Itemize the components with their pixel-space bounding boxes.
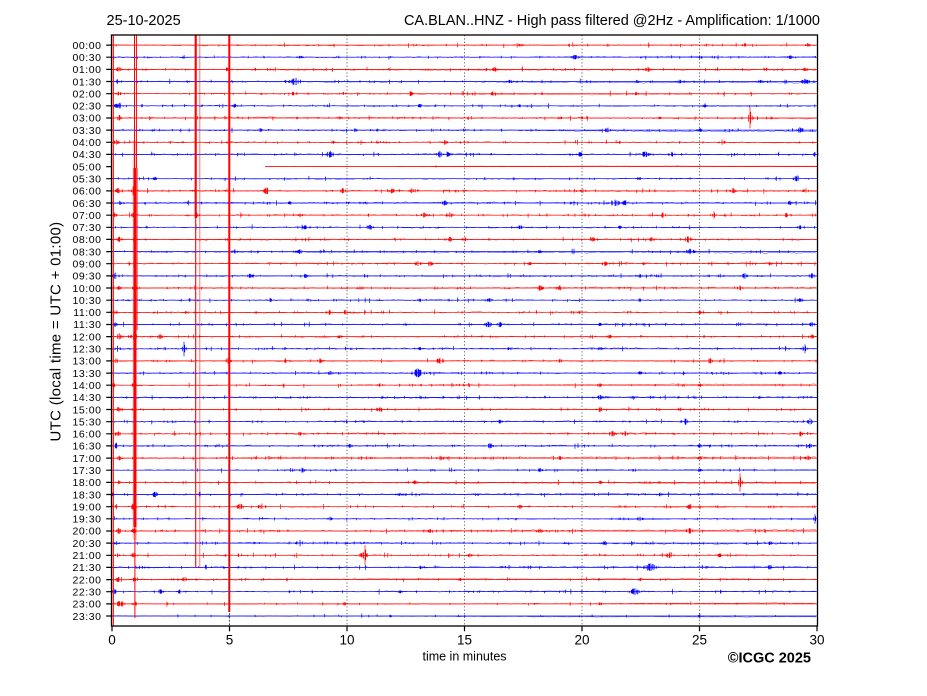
- svg-text:08:00: 08:00: [72, 234, 101, 246]
- svg-text:CA.BLAN..HNZ - High pass filte: CA.BLAN..HNZ - High pass filtered @2Hz -…: [404, 13, 820, 29]
- svg-text:05:00: 05:00: [72, 161, 101, 173]
- svg-text:19:30: 19:30: [72, 514, 101, 526]
- svg-text:21:30: 21:30: [72, 562, 101, 574]
- svg-text:23:30: 23:30: [72, 611, 101, 623]
- svg-text:07:00: 07:00: [72, 210, 101, 222]
- svg-text:22:00: 22:00: [72, 574, 101, 586]
- svg-text:15: 15: [457, 633, 472, 648]
- svg-text:11:00: 11:00: [73, 307, 101, 319]
- svg-text:02:00: 02:00: [72, 88, 101, 100]
- svg-text:07:30: 07:30: [72, 222, 101, 234]
- svg-text:00:30: 00:30: [72, 52, 101, 64]
- svg-text:11:30: 11:30: [73, 319, 101, 331]
- svg-text:13:00: 13:00: [72, 356, 101, 368]
- svg-text:09:30: 09:30: [72, 271, 101, 283]
- svg-text:20: 20: [574, 633, 589, 648]
- svg-text:00:00: 00:00: [72, 40, 101, 52]
- svg-text:08:30: 08:30: [72, 246, 101, 258]
- svg-text:10:00: 10:00: [72, 283, 101, 295]
- svg-text:06:00: 06:00: [72, 186, 101, 198]
- svg-text:05:30: 05:30: [72, 174, 101, 186]
- svg-text:06:30: 06:30: [72, 198, 101, 210]
- svg-text:22:30: 22:30: [72, 587, 101, 599]
- svg-text:13:30: 13:30: [72, 368, 101, 380]
- svg-text:17:30: 17:30: [72, 465, 101, 477]
- svg-text:16:00: 16:00: [72, 429, 101, 441]
- svg-text:19:00: 19:00: [72, 501, 101, 513]
- svg-text:15:30: 15:30: [72, 416, 101, 428]
- svg-text:UTC (local time = UTC + 01:00): UTC (local time = UTC + 01:00): [48, 222, 65, 442]
- svg-text:12:00: 12:00: [72, 331, 101, 343]
- svg-text:04:30: 04:30: [72, 149, 101, 161]
- svg-text:02:30: 02:30: [72, 101, 101, 113]
- svg-text:0: 0: [108, 633, 116, 648]
- svg-text:14:30: 14:30: [72, 392, 101, 404]
- svg-text:12:30: 12:30: [72, 344, 101, 356]
- svg-text:09:00: 09:00: [72, 259, 101, 271]
- svg-text:21:00: 21:00: [72, 550, 101, 562]
- svg-text:20:00: 20:00: [72, 526, 101, 538]
- svg-text:25: 25: [692, 633, 707, 648]
- svg-text:30: 30: [809, 633, 824, 648]
- svg-text:time in minutes: time in minutes: [422, 650, 506, 664]
- svg-text:23:00: 23:00: [72, 599, 101, 611]
- svg-text:03:00: 03:00: [72, 113, 101, 125]
- svg-text:10:30: 10:30: [72, 295, 101, 307]
- svg-text:10: 10: [339, 633, 354, 648]
- svg-text:18:00: 18:00: [72, 477, 101, 489]
- svg-text:04:00: 04:00: [72, 137, 101, 149]
- svg-text:5: 5: [226, 633, 234, 648]
- svg-text:©ICGC 2025: ©ICGC 2025: [728, 651, 811, 667]
- svg-text:16:30: 16:30: [72, 441, 101, 453]
- svg-text:20:30: 20:30: [72, 538, 101, 550]
- svg-text:18:30: 18:30: [72, 489, 101, 501]
- svg-text:01:00: 01:00: [72, 64, 101, 76]
- svg-text:17:00: 17:00: [72, 453, 101, 465]
- svg-text:15:00: 15:00: [72, 404, 101, 416]
- svg-text:14:00: 14:00: [72, 380, 101, 392]
- svg-text:03:30: 03:30: [72, 125, 101, 137]
- svg-text:25-10-2025: 25-10-2025: [107, 13, 181, 29]
- svg-text:01:30: 01:30: [72, 76, 101, 88]
